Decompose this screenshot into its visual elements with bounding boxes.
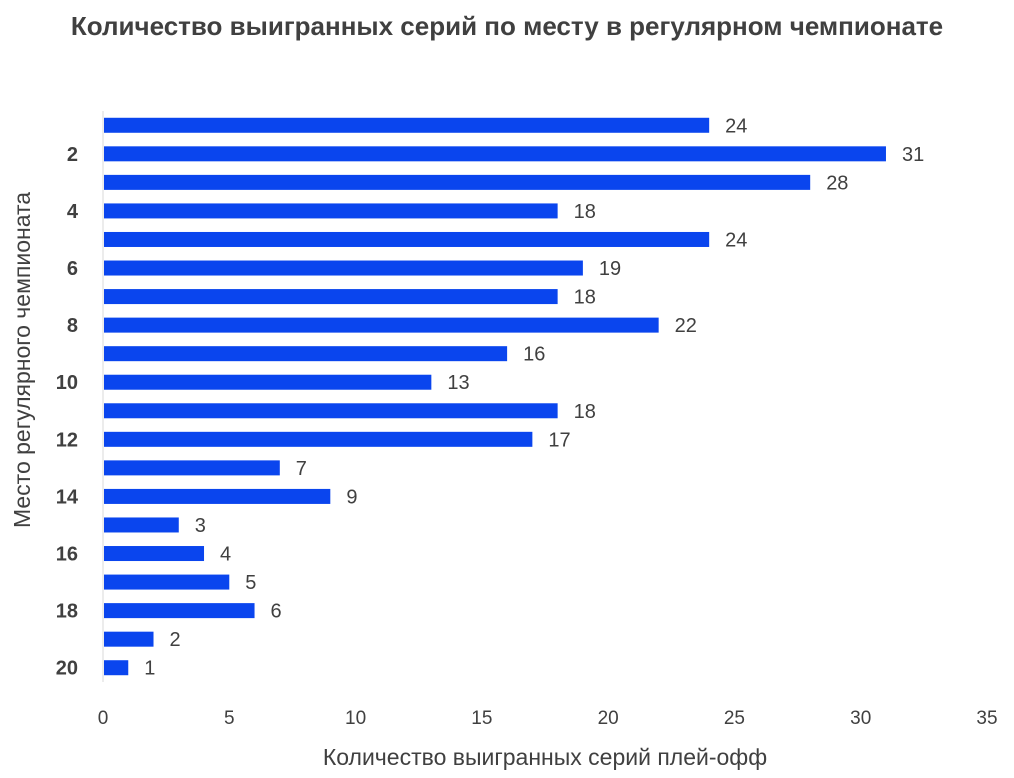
x-tick-label-15: 15	[471, 708, 492, 729]
data-label-place-18: 6	[271, 601, 282, 623]
data-label-place-10: 13	[447, 372, 469, 394]
x-tick-label-0: 0	[98, 708, 109, 729]
data-label-place-13: 7	[296, 458, 307, 480]
y-tick-label-16: 16	[56, 544, 78, 566]
y-axis-title: Место регулярного чемпионата	[9, 192, 35, 528]
data-label-place-3: 28	[826, 172, 848, 194]
y-tick-label-8: 8	[67, 315, 78, 337]
bar-place-8	[104, 317, 659, 333]
bar-place-15	[104, 517, 179, 533]
data-label-place-7: 18	[574, 287, 596, 309]
data-label-place-9: 16	[523, 344, 545, 366]
bar-place-11	[104, 403, 558, 419]
data-label-place-11: 18	[574, 401, 596, 423]
data-label-place-17: 5	[245, 572, 256, 594]
bars-group	[104, 117, 886, 676]
bar-place-14	[104, 488, 331, 504]
data-label-place-15: 3	[195, 515, 206, 537]
chart-title: Количество выигранных серий по месту в р…	[70, 11, 944, 41]
data-label-place-1: 24	[725, 115, 747, 137]
bar-place-1	[104, 117, 710, 133]
x-tick-labels: 0 5 10 15 20 25 30 35	[98, 708, 998, 729]
bar-place-18	[104, 603, 255, 619]
data-label-place-12: 17	[548, 429, 570, 451]
x-axis-title: Количество выигранных серий плей-офф	[323, 744, 767, 770]
bar-place-10	[104, 374, 432, 390]
bar-place-13	[104, 460, 280, 476]
bar-place-9	[104, 346, 508, 362]
x-tick-label-35: 35	[976, 708, 997, 729]
y-tick-label-10: 10	[56, 372, 78, 394]
bar-place-4	[104, 203, 558, 219]
bar-place-20	[104, 660, 129, 676]
x-tick-label-30: 30	[850, 708, 871, 729]
bar-place-12	[104, 431, 533, 447]
x-tick-label-5: 5	[224, 708, 235, 729]
bar-place-6	[104, 260, 583, 276]
data-label-place-2: 31	[902, 144, 924, 166]
y-tick-label-4: 4	[67, 201, 79, 223]
bar-place-7	[104, 289, 558, 305]
data-label-place-4: 18	[574, 201, 596, 223]
data-label-place-5: 24	[725, 229, 747, 251]
y-tick-label-2: 2	[67, 144, 78, 166]
data-label-place-16: 4	[220, 544, 231, 566]
y-tick-label-18: 18	[56, 601, 78, 623]
data-label-place-14: 9	[346, 486, 357, 508]
bar-place-17	[104, 574, 230, 590]
y-tick-labels: 2 4 6 8 10 12 14 16 18 20	[56, 144, 79, 680]
y-tick-label-12: 12	[56, 429, 78, 451]
x-tick-label-20: 20	[598, 708, 619, 729]
data-label-place-20: 1	[144, 658, 155, 680]
data-label-place-8: 22	[675, 315, 697, 337]
bar-place-19	[104, 631, 154, 647]
bar-place-5	[104, 231, 710, 247]
x-tick-label-25: 25	[724, 708, 745, 729]
y-tick-label-14: 14	[56, 486, 79, 508]
bar-place-2	[104, 146, 886, 162]
data-label-place-6: 19	[599, 258, 621, 280]
data-label-place-19: 2	[170, 629, 181, 651]
bar-place-3	[104, 174, 811, 190]
x-tick-label-10: 10	[345, 708, 366, 729]
y-tick-label-6: 6	[67, 258, 78, 280]
bar-place-16	[104, 546, 205, 562]
y-tick-label-20: 20	[56, 658, 78, 680]
